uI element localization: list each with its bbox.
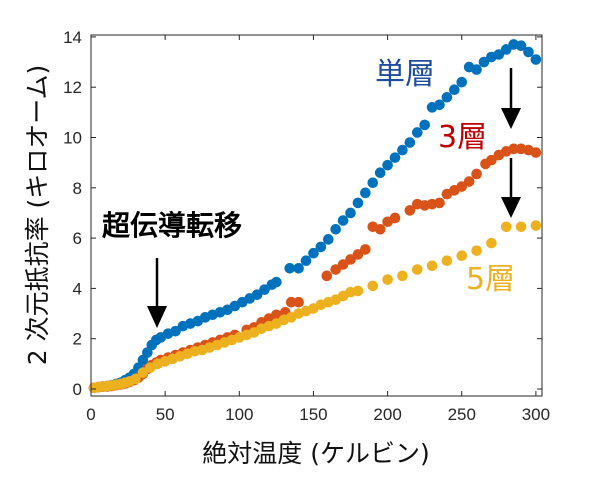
arrow-3layer-to-5layer [501, 158, 521, 218]
data-point [389, 152, 401, 163]
data-point [293, 296, 304, 308]
data-point [367, 177, 379, 189]
data-point [271, 276, 282, 288]
data-point [360, 187, 371, 199]
y-axis-label: 2 次元抵抗率 (キロオーム) [23, 65, 52, 366]
data-point [500, 221, 512, 233]
data-point [374, 223, 386, 235]
x-tick-label: 0 [86, 405, 95, 424]
series-label-3layer: 3層 [438, 120, 487, 155]
series-label-5layer: 5層 [466, 262, 515, 297]
data-point [352, 197, 364, 209]
data-point [404, 205, 416, 216]
data-point [284, 262, 296, 274]
data-point [530, 147, 542, 158]
data-point [367, 280, 379, 292]
data-point [397, 270, 408, 282]
y-tick-label: 12 [63, 78, 82, 97]
y-tick-label: 4 [73, 279, 82, 298]
data-point [137, 367, 149, 378]
data-point [315, 241, 327, 253]
x-tick-label: 200 [373, 405, 401, 424]
data-point [441, 255, 453, 267]
arrow-transition [147, 258, 167, 328]
y-tick-label: 2 [73, 330, 82, 349]
data-point [434, 197, 445, 209]
data-point [404, 137, 416, 148]
data-point [426, 260, 438, 272]
data-point [449, 84, 460, 96]
y-tick-label: 14 [63, 28, 82, 47]
data-point [259, 284, 270, 295]
data-point [434, 99, 445, 111]
data-point [523, 46, 534, 58]
data-point [322, 234, 334, 245]
data-point [463, 176, 475, 187]
data-point [170, 325, 181, 337]
data-point [456, 181, 468, 192]
data-point [293, 262, 304, 274]
axis-ticks: 0 50 100 150 200 250 300 0 2 4 6 8 10 12 14 [63, 28, 550, 424]
data-points [88, 39, 542, 394]
x-tick-label: 100 [225, 405, 253, 424]
data-point [493, 49, 505, 60]
data-point [456, 250, 468, 262]
annotation-superconducting-transition: 超伝導転移 [102, 209, 242, 242]
data-point [308, 247, 319, 259]
x-axis-label: 絶対温度 (ケルビン) [202, 439, 429, 468]
data-point [374, 167, 386, 179]
data-point [411, 264, 423, 275]
data-point [345, 207, 356, 219]
y-tick-label: 0 [73, 380, 82, 399]
data-point [330, 264, 341, 275]
data-point [471, 245, 482, 256]
data-point [500, 44, 512, 55]
x-tick-label: 150 [299, 405, 327, 424]
data-point [345, 254, 356, 265]
y-tick-label: 6 [73, 229, 82, 248]
plot-frame [90, 34, 543, 397]
data-point [300, 255, 312, 267]
data-point [382, 274, 393, 285]
data-point [471, 168, 482, 180]
x-tick-label: 250 [448, 405, 476, 424]
data-point [352, 285, 364, 297]
data-point [515, 40, 527, 52]
data-point [515, 221, 527, 233]
data-point [486, 154, 497, 166]
data-point [321, 270, 333, 282]
data-point [382, 159, 393, 171]
x-tick-label: 300 [522, 405, 550, 424]
y-tick-label: 8 [73, 179, 82, 198]
series-label-single: 単層 [375, 57, 435, 92]
data-point [337, 259, 349, 270]
data-point [337, 215, 349, 226]
data-point [530, 54, 542, 65]
data-point [330, 223, 341, 235]
data-point [486, 237, 497, 249]
data-point [478, 56, 490, 68]
y-tick-label: 10 [63, 129, 82, 148]
data-point [285, 296, 297, 308]
data-point [389, 212, 401, 224]
data-point [419, 119, 430, 131]
arrow-single-to-3layer [501, 68, 521, 129]
data-point [508, 143, 519, 155]
data-point [411, 127, 423, 138]
data-point [251, 289, 263, 300]
data-point [397, 144, 408, 156]
data-point [130, 373, 141, 385]
data-point [530, 220, 542, 231]
data-point [352, 249, 364, 260]
x-tick-label: 50 [156, 405, 175, 424]
data-point [456, 76, 468, 88]
data-point [360, 244, 371, 255]
data-point [441, 91, 453, 103]
series-3 [88, 220, 542, 394]
data-point [271, 309, 282, 321]
data-point [471, 64, 482, 75]
